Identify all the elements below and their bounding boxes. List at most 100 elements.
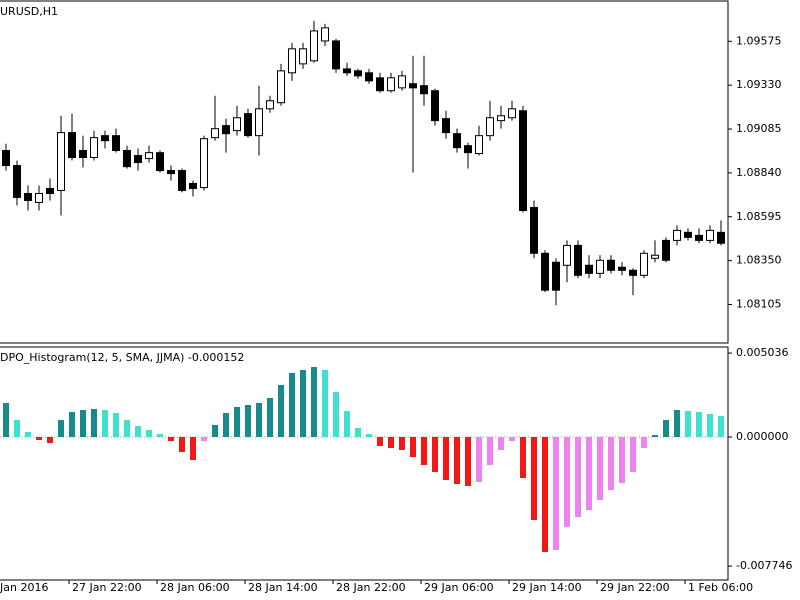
candle-body <box>189 182 197 189</box>
histogram-bar <box>597 437 603 500</box>
candle-body <box>112 135 120 152</box>
histogram-bar <box>619 437 625 483</box>
candle-body <box>288 48 296 74</box>
y-tick-label: 1.09575 <box>736 34 782 47</box>
candle-body <box>420 85 428 95</box>
histogram-bar <box>245 405 251 437</box>
candle-body <box>662 239 670 261</box>
histogram-bar <box>135 426 141 437</box>
histogram-bar <box>146 430 152 437</box>
histogram-bar <box>652 435 658 437</box>
chart-title: URUSD,H1 <box>0 5 58 18</box>
candle-body <box>277 70 285 104</box>
indicator-title: DPO_Histogram(12, 5, SMA, JJMA) -0.00015… <box>0 351 244 364</box>
histogram-bar <box>520 437 526 478</box>
histogram-bar <box>190 437 196 460</box>
candle-body <box>563 244 571 266</box>
candle-body <box>695 234 703 241</box>
x-tick-label: Jan 2016 <box>0 581 48 594</box>
histogram-bar <box>256 403 262 437</box>
candle-body <box>266 100 274 110</box>
histogram-bar <box>311 367 317 437</box>
candle-body <box>706 229 714 241</box>
candle-body <box>651 254 659 259</box>
y-tick-label: 0.005036 <box>736 346 789 359</box>
candle-body <box>684 231 692 238</box>
candle-body <box>629 269 637 276</box>
candle-body <box>607 259 615 271</box>
candle-body <box>574 244 582 276</box>
candle-body <box>321 27 329 42</box>
candle-body <box>508 108 516 119</box>
histogram-bar <box>355 428 361 437</box>
histogram-bar <box>344 411 350 437</box>
histogram-bar <box>124 420 130 437</box>
histogram-bar <box>553 437 559 550</box>
x-tick-label: 28 Jan 22:00 <box>336 581 406 594</box>
histogram-bar <box>421 437 427 465</box>
candle-body <box>442 118 450 134</box>
candle-body <box>486 117 494 137</box>
histogram-bar <box>586 437 592 510</box>
candle-body <box>596 259 604 274</box>
y-tick-label: 1.08105 <box>736 298 782 311</box>
histogram-bar <box>388 437 394 448</box>
x-tick-label: 28 Jan 14:00 <box>248 581 318 594</box>
histogram-bar <box>58 420 64 437</box>
y-tick-label: 1.08595 <box>736 210 782 223</box>
x-tick-label: 27 Jan 22:00 <box>72 581 142 594</box>
candle-body <box>68 132 76 158</box>
candle-body <box>398 75 406 89</box>
y-tick-label: 0.000000 <box>736 430 789 443</box>
x-tick-label: 28 Jan 06:00 <box>160 581 230 594</box>
histogram-bar <box>25 432 31 437</box>
histogram-bar <box>410 437 416 457</box>
histogram-bar <box>454 437 460 484</box>
y-tick-label: 1.09330 <box>736 78 782 91</box>
candle-body <box>200 138 208 189</box>
histogram-bar <box>498 437 504 450</box>
histogram-bar <box>575 437 581 517</box>
histogram-bar <box>157 434 163 437</box>
candle-body <box>211 128 219 139</box>
candle-body <box>365 72 373 82</box>
histogram-bar <box>300 370 306 437</box>
histogram-bar <box>399 437 405 450</box>
candle-body <box>57 132 65 191</box>
histogram-bar <box>333 392 339 437</box>
histogram-bar <box>80 410 86 437</box>
candle-body <box>453 133 461 149</box>
histogram-bar <box>69 412 75 437</box>
candle-body <box>90 137 98 158</box>
x-tick-label: 29 Jan 22:00 <box>600 581 670 594</box>
histogram-bar <box>91 409 97 437</box>
candle-body <box>431 90 439 122</box>
histogram-bar <box>113 413 119 437</box>
histogram-bar <box>465 437 471 486</box>
candle-body <box>552 261 560 291</box>
candle-body <box>167 170 175 175</box>
histogram-bar <box>223 413 229 437</box>
candle-body <box>673 229 681 241</box>
candle-body <box>101 135 109 142</box>
histogram-bar <box>47 437 53 443</box>
histogram-bar <box>608 437 614 490</box>
histogram-bar <box>102 410 108 437</box>
candle-body <box>222 125 230 135</box>
candle-body <box>178 170 186 191</box>
histogram-bar <box>707 414 713 437</box>
candle-body <box>376 77 384 92</box>
candle-body <box>332 40 340 70</box>
candle-body <box>123 150 131 168</box>
histogram-bar <box>663 420 669 437</box>
candle-body <box>233 117 241 132</box>
histogram-bar <box>685 411 691 437</box>
candle-body <box>409 83 417 89</box>
histogram-bar <box>509 437 515 441</box>
histogram-bar <box>377 437 383 446</box>
y-tick-label: -0.007746 <box>736 559 792 572</box>
histogram-bar <box>641 437 647 448</box>
y-tick-label: 1.09085 <box>736 122 782 135</box>
candle-body <box>255 108 263 137</box>
